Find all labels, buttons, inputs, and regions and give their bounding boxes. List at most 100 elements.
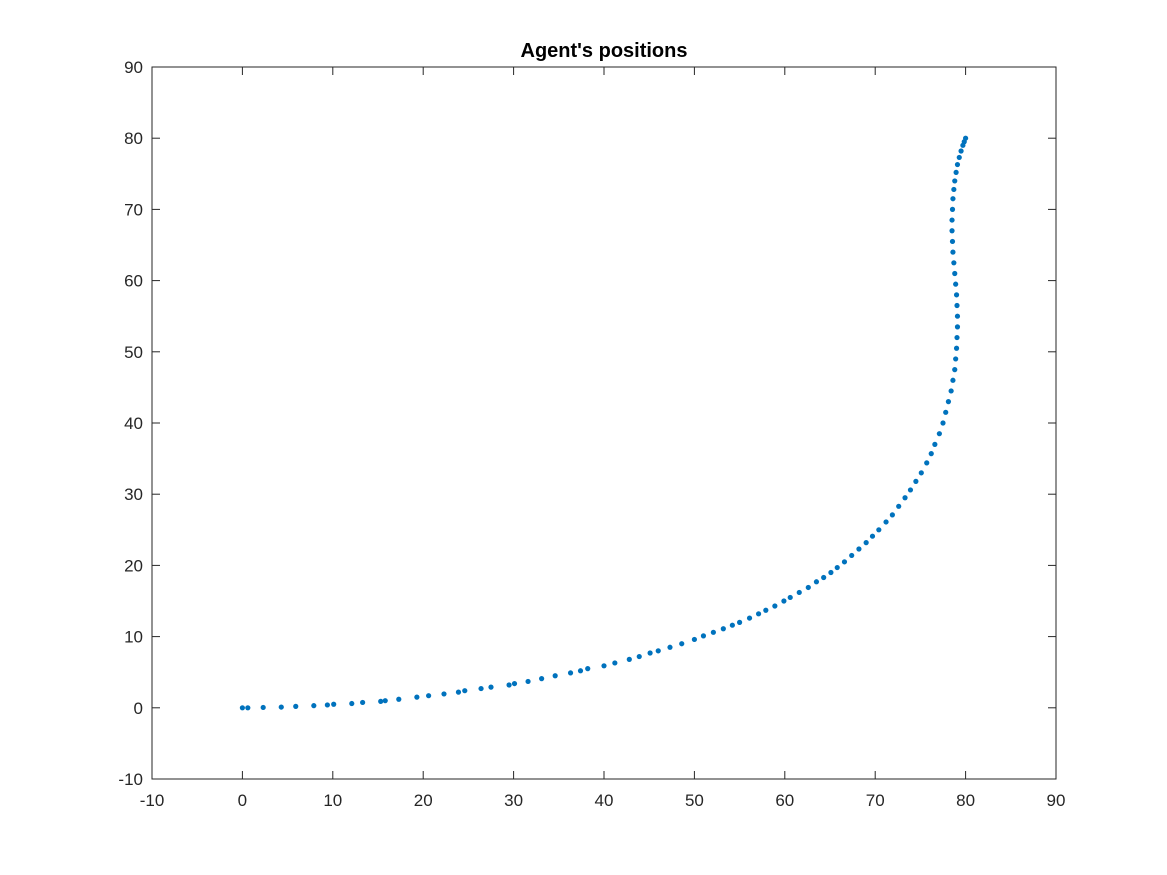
data-point <box>331 701 337 707</box>
data-point <box>863 540 869 546</box>
data-point <box>948 388 954 394</box>
data-point <box>950 249 956 255</box>
data-point <box>949 238 956 245</box>
chart-title: Agent's positions <box>521 40 688 62</box>
data-point <box>949 206 956 212</box>
y-tick-label: 50 <box>124 343 143 362</box>
data-point <box>382 698 388 704</box>
data-point <box>293 703 299 709</box>
x-tick-label: 30 <box>504 791 523 810</box>
x-tick-label: 50 <box>685 791 704 810</box>
y-tick-label: 20 <box>124 556 143 575</box>
data-point <box>954 161 961 168</box>
x-tick-label: 90 <box>1047 791 1066 810</box>
data-point <box>954 302 960 309</box>
data-point <box>567 670 574 676</box>
x-tick-label: 20 <box>414 791 433 810</box>
data-point <box>324 702 330 708</box>
x-tick-label: 10 <box>323 791 342 810</box>
data-point <box>720 626 726 632</box>
data-point <box>869 533 876 539</box>
data-point <box>932 441 938 447</box>
y-tick-label: 70 <box>124 200 143 219</box>
data-point <box>928 451 934 457</box>
data-point <box>462 688 468 694</box>
data-point <box>667 644 673 650</box>
data-point <box>239 705 245 711</box>
data-point <box>478 685 484 692</box>
data-point <box>805 584 811 591</box>
data-point <box>954 324 961 330</box>
data-point <box>953 169 959 175</box>
data-point <box>691 636 698 643</box>
data-point <box>958 148 964 154</box>
data-point <box>834 564 840 571</box>
data-point <box>924 460 930 466</box>
data-point <box>414 694 420 700</box>
data-point <box>729 622 735 628</box>
data-point <box>918 470 924 476</box>
data-points <box>239 135 969 711</box>
data-point <box>506 682 512 688</box>
data-point <box>552 673 558 679</box>
data-point <box>953 356 959 362</box>
data-point <box>636 653 642 660</box>
data-point <box>913 478 919 484</box>
data-point <box>796 589 802 596</box>
data-point <box>585 666 591 672</box>
x-tick-label: 80 <box>956 791 975 810</box>
data-point <box>952 270 958 277</box>
data-point <box>737 619 743 625</box>
axis-tick-labels: -10 0 10 20 30 40 50 60 70 80 90 -10 0 10 20 30 40 50 60 70… <box>118 58 1065 810</box>
y-tick-label: 10 <box>124 628 143 647</box>
data-point <box>511 680 518 687</box>
data-point <box>349 700 355 707</box>
data-point <box>943 409 949 415</box>
data-point <box>746 615 753 621</box>
data-point <box>821 574 827 581</box>
data-point <box>856 546 862 552</box>
data-point <box>601 663 607 669</box>
data-point <box>260 704 266 711</box>
data-point <box>378 698 384 704</box>
data-point <box>953 292 960 298</box>
axes-box <box>151 66 1057 780</box>
data-point <box>396 696 402 702</box>
data-point <box>936 431 942 437</box>
data-point <box>954 334 960 341</box>
data-point <box>278 704 284 710</box>
data-point <box>655 648 661 654</box>
data-point <box>907 487 914 493</box>
data-point <box>952 367 958 373</box>
data-point <box>525 678 531 685</box>
data-point <box>647 650 653 656</box>
data-point <box>360 699 366 706</box>
data-point <box>841 559 848 565</box>
data-point <box>577 668 584 674</box>
data-point <box>488 684 494 690</box>
y-tick-label: 30 <box>124 485 143 504</box>
data-point <box>950 196 956 202</box>
data-point <box>441 691 447 697</box>
data-point <box>849 552 855 559</box>
data-point <box>940 420 946 426</box>
data-point <box>710 629 716 635</box>
data-point <box>763 607 769 613</box>
plot-area <box>151 66 1057 780</box>
data-point <box>626 656 632 662</box>
data-point <box>539 676 545 682</box>
data-point <box>949 217 955 223</box>
data-point <box>787 594 793 601</box>
data-point <box>963 135 969 141</box>
x-tick-label: 0 <box>238 791 247 810</box>
data-point <box>889 512 895 518</box>
data-point <box>953 281 959 287</box>
data-point <box>426 693 432 699</box>
data-point <box>956 154 962 161</box>
y-tick-label: -10 <box>118 770 143 789</box>
data-point <box>945 399 952 405</box>
data-point <box>953 345 960 351</box>
x-tick-label: 70 <box>866 791 885 810</box>
y-tick-label: 60 <box>124 272 143 291</box>
data-point <box>781 598 787 604</box>
